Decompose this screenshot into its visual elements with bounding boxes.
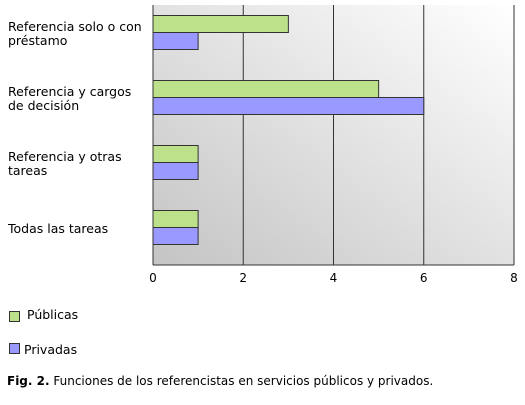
bar	[152, 145, 199, 163]
x-tick-label: 0	[149, 271, 157, 285]
caption-text: Funciones de los referencistas en servic…	[53, 374, 434, 388]
bar	[152, 97, 425, 115]
bar	[152, 32, 199, 50]
caption-label: Fig. 2.	[7, 374, 50, 388]
bar	[152, 80, 380, 98]
caption: Fig. 2. Funciones de los referencistas e…	[7, 374, 433, 388]
y-tick-label: Todas las tareas	[8, 220, 109, 236]
y-tick-label: Referencia solo o con préstamo	[8, 18, 142, 48]
x-tick-label: 2	[239, 271, 247, 285]
bar	[152, 210, 199, 228]
y-tick-label: Referencia y otras tareas	[8, 148, 122, 178]
legend-swatch	[9, 343, 20, 354]
x-tick-label: 6	[420, 271, 428, 285]
bar	[152, 162, 199, 180]
x-tick-label: 4	[330, 271, 338, 285]
y-tick-label: Referencia y cargos de decisión	[8, 83, 132, 113]
bar	[152, 227, 199, 245]
legend-label: Privadas	[24, 342, 78, 357]
legend-label: Públicas	[27, 307, 79, 322]
legend-swatch	[9, 311, 20, 322]
x-tick-label: 8	[510, 271, 518, 285]
bar	[152, 15, 289, 33]
